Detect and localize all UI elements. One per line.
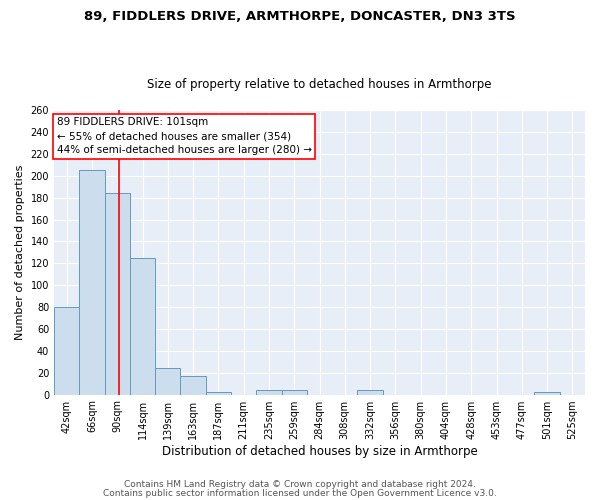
Bar [281, 390, 307, 394]
Bar [535, 392, 560, 394]
Bar [358, 390, 383, 394]
X-axis label: Distribution of detached houses by size in Armthorpe: Distribution of detached houses by size … [161, 444, 478, 458]
Bar [54, 307, 79, 394]
Bar [181, 376, 206, 394]
Y-axis label: Number of detached properties: Number of detached properties [15, 164, 25, 340]
Bar [256, 390, 281, 394]
Title: Size of property relative to detached houses in Armthorpe: Size of property relative to detached ho… [147, 78, 492, 91]
Text: Contains HM Land Registry data © Crown copyright and database right 2024.: Contains HM Land Registry data © Crown c… [124, 480, 476, 489]
Text: 89, FIDDLERS DRIVE, ARMTHORPE, DONCASTER, DN3 3TS: 89, FIDDLERS DRIVE, ARMTHORPE, DONCASTER… [84, 10, 516, 23]
Text: Contains public sector information licensed under the Open Government Licence v3: Contains public sector information licen… [103, 488, 497, 498]
Bar [79, 170, 104, 394]
Bar [130, 258, 155, 394]
Text: 89 FIDDLERS DRIVE: 101sqm
← 55% of detached houses are smaller (354)
44% of semi: 89 FIDDLERS DRIVE: 101sqm ← 55% of detac… [56, 118, 311, 156]
Bar [155, 368, 181, 394]
Bar [104, 194, 130, 394]
Bar [206, 392, 231, 394]
